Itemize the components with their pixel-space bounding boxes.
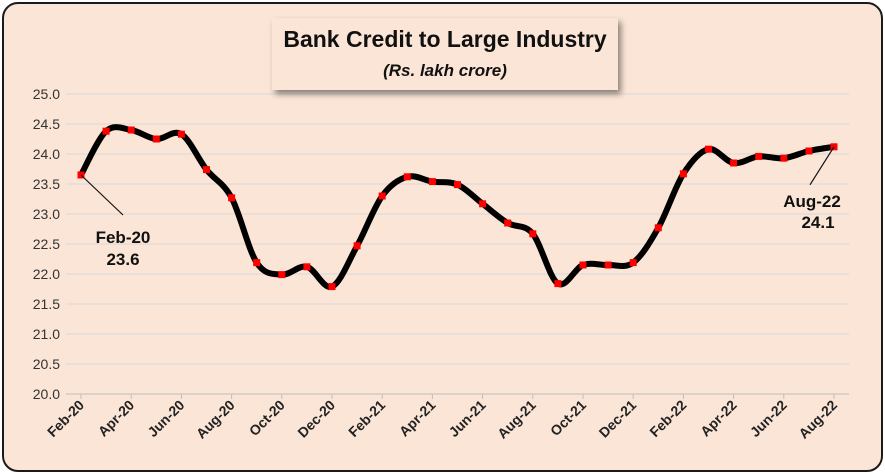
data-point-nov-21	[604, 261, 612, 269]
x-tick-label: Apr-22	[697, 397, 740, 440]
y-tick-label: 23.0	[33, 206, 60, 222]
data-point-feb-22	[679, 170, 687, 178]
x-tick-label: Aug-20	[193, 397, 238, 442]
x-tick-label: Dec-20	[294, 397, 338, 441]
y-tick-label: 21.5	[33, 296, 60, 312]
data-point-jun-21	[479, 200, 487, 208]
line-chart: 20.0 20.5 21.0 21.5 22.0 22.5 23.0 23.5 24.0 24.5…	[33, 86, 849, 442]
data-point-aug-20	[228, 194, 236, 202]
annotation-end-label: Aug-22	[783, 192, 841, 211]
data-point-mar-21	[403, 173, 411, 181]
annotation-start-label: Feb-20	[96, 228, 151, 247]
axes	[66, 393, 849, 399]
data-point-aug-21	[529, 230, 537, 238]
x-tick-label: Oct-20	[246, 397, 288, 439]
x-tick-label: Jun-20	[144, 397, 187, 440]
y-tick-label: 20.5	[33, 356, 60, 372]
data-point-apr-20	[127, 126, 135, 134]
data-point-dec-20	[328, 283, 336, 291]
y-tick-label: 22.0	[33, 266, 60, 282]
data-point-may-20	[152, 135, 160, 143]
y-tick-label: 22.5	[33, 236, 60, 252]
annotation-end-value: 24.1	[801, 213, 834, 232]
x-tick-label: Feb-21	[345, 397, 388, 440]
chart-subtitle: (Rs. lakh crore)	[383, 61, 507, 80]
annotation-leader-end	[809, 146, 835, 186]
data-point-jul-21	[504, 219, 512, 227]
y-tick-label: 24.5	[33, 116, 60, 132]
y-tick-label: 21.0	[33, 326, 60, 342]
data-point-jan-21	[353, 242, 361, 250]
data-point-jun-20	[177, 130, 185, 138]
y-axis-ticks: 20.0 20.5 21.0 21.5 22.0 22.5 23.0 23.5 24.0 24.5…	[33, 86, 60, 402]
x-tick-label: Apr-21	[396, 397, 439, 440]
data-point-feb-21	[378, 192, 386, 200]
x-tick-label: Feb-22	[646, 397, 689, 440]
data-point-jun-22	[780, 154, 788, 162]
chart-title: Bank Credit to Large Industry	[283, 26, 607, 52]
x-tick-label: Apr-20	[95, 397, 138, 440]
data-point-may-21	[454, 181, 461, 189]
x-tick-label: Aug-21	[494, 397, 539, 442]
data-point-apr-21	[428, 178, 436, 186]
x-tick-label: Feb-20	[44, 397, 87, 440]
data-point-oct-21	[579, 261, 587, 269]
y-tick-label: 23.5	[33, 176, 60, 192]
data-point-oct-20	[278, 271, 286, 279]
x-tick-label: Jun-21	[445, 397, 488, 440]
x-tick-label: Dec-21	[596, 397, 640, 441]
series-line	[78, 124, 837, 290]
data-point-jul-20	[203, 166, 210, 174]
data-point-jan-22	[654, 224, 662, 232]
data-point-mar-22	[705, 145, 712, 153]
data-point-jul-22	[805, 147, 813, 155]
y-tick-label: 20.0	[33, 386, 60, 402]
chart-title-box: Bank Credit to Large Industry (Rs. lakh …	[272, 18, 618, 90]
series-layer	[77, 124, 838, 291]
y-tick-label: 24.0	[33, 146, 60, 162]
annotation-start-value: 23.6	[106, 250, 139, 269]
gridlines	[66, 93, 849, 395]
data-point-mar-20	[102, 127, 110, 135]
annotations: Feb-20 23.6 Aug-22 24.1	[80, 146, 841, 269]
x-axis-ticks: Feb-20 Apr-20 Jun-20 Aug-20 Oct-20 Dec-20 Feb-…	[44, 397, 840, 442]
data-point-may-22	[755, 152, 763, 160]
y-tick-label: 25.0	[33, 86, 60, 102]
x-tick-label: Oct-21	[547, 397, 589, 439]
data-point-apr-22	[730, 159, 738, 167]
data-point-nov-20	[303, 263, 311, 271]
x-tick-label: Aug-22	[795, 397, 840, 442]
x-tick-label: Jun-22	[747, 397, 790, 440]
annotation-leader-start	[80, 174, 124, 216]
data-point-dec-21	[629, 259, 637, 267]
data-point-sep-20	[253, 259, 261, 267]
data-point-sep-21	[554, 280, 562, 288]
